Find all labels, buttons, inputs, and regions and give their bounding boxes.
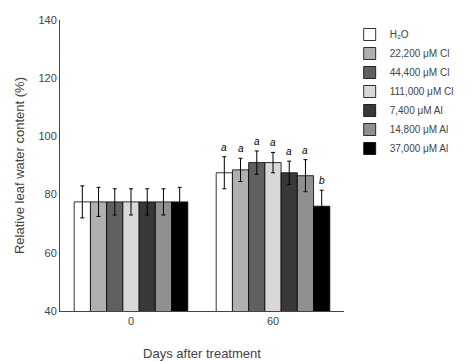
svg-text:37,000 μM Al: 37,000 μM Al <box>390 143 449 154</box>
svg-text:14,800 μM Al: 14,800 μM Al <box>390 124 449 135</box>
svg-text:60: 60 <box>45 247 57 259</box>
svg-text:0: 0 <box>128 315 134 327</box>
svg-text:120: 120 <box>38 72 56 84</box>
svg-text:Relative leaf water content (%: Relative leaf water content (%) <box>12 77 27 254</box>
svg-text:111,000 μM Cl: 111,000 μM Cl <box>390 86 454 97</box>
svg-text:a: a <box>286 146 292 157</box>
svg-text:b: b <box>319 175 325 186</box>
svg-text:60: 60 <box>267 315 279 327</box>
svg-text:a: a <box>270 137 276 148</box>
svg-text:140: 140 <box>38 14 56 26</box>
svg-text:7,400 μM Al: 7,400 μM Al <box>390 105 443 116</box>
svg-text:40: 40 <box>45 305 57 317</box>
svg-text:a: a <box>254 136 260 147</box>
svg-text:100: 100 <box>38 130 56 142</box>
svg-text:a: a <box>238 143 244 154</box>
svg-text:44,400 μM Cl: 44,400 μM Cl <box>390 67 450 78</box>
svg-text:H₂O: H₂O <box>390 29 409 40</box>
svg-text:80: 80 <box>45 188 57 200</box>
svg-text:a: a <box>302 145 308 156</box>
svg-text:22,200 μM Cl: 22,200 μM Cl <box>390 48 450 59</box>
svg-text:a: a <box>221 142 227 153</box>
svg-text:Days after treatment: Days after treatment <box>143 346 261 361</box>
